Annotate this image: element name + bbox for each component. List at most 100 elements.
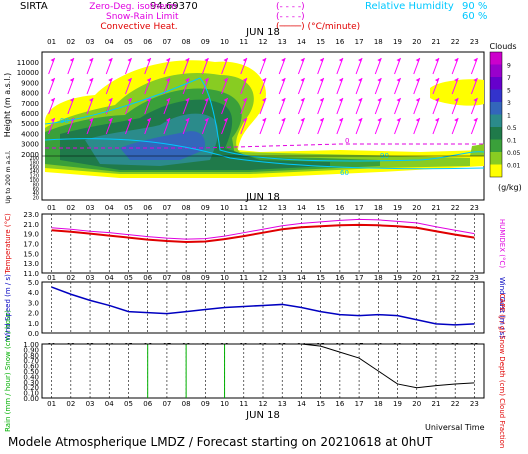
wind-arrowhead	[146, 98, 151, 102]
wind-arrowhead	[50, 118, 55, 122]
rain-hour-label: 07	[162, 400, 171, 408]
cloud-hour-label: 14	[297, 38, 306, 46]
temp-hour-label-bottom: 21	[431, 274, 440, 282]
rain-hour-label: 18	[374, 400, 383, 408]
colorbar-swatch	[490, 102, 502, 115]
wind-arrowhead	[165, 58, 170, 62]
rain-hour-label: 09	[201, 400, 210, 408]
temperature-panel: 23.0 21.0 19.0 17.015.0 13.0 11.0 Temperature …	[4, 211, 506, 282]
rh-contour-label: 90	[60, 117, 69, 125]
legend-left: Zero-Deg. isotherm (- - - -) Snow-Rain Lim…	[89, 2, 360, 32]
rain-hour-label: 15	[316, 400, 325, 408]
colorbar-swatch	[490, 77, 502, 90]
temp-y-label-right: HUMIDEX (°C)	[498, 219, 506, 268]
cloud-hour-label: 18	[374, 38, 383, 46]
wind-arrowhead	[108, 98, 113, 102]
wind-arrowhead	[473, 58, 478, 62]
wind-arrowhead	[338, 98, 343, 102]
legend-left-sample: (────) (°C/minute)	[276, 22, 360, 32]
rain-hour-label: 20	[412, 400, 421, 408]
legend-right-label: Relative Humidity	[365, 1, 454, 12]
temp-y-tick: 11.0	[23, 270, 39, 278]
series-temperature	[51, 223, 475, 244]
cloud-y-tick-low: 100	[29, 178, 39, 184]
temp-hour-label-bottom: 14	[297, 274, 306, 282]
rain-hour-label: 22	[451, 400, 460, 408]
temp-hour-label-bottom: 07	[162, 274, 171, 282]
temp-hour-label-bottom: 12	[259, 274, 268, 282]
wind-arrowhead	[358, 58, 363, 62]
rain-y-label-right: CAPE (J / g) Snow Depth (cm) Cloud Fract…	[498, 294, 506, 449]
zero-isotherm-label: 0	[345, 137, 349, 145]
wind-arrowhead	[377, 58, 382, 62]
temp-y-tick: 19.0	[23, 231, 39, 239]
rain-hour-label: 14	[297, 400, 306, 408]
wind-arrowhead	[127, 78, 132, 82]
cloud-hour-label: 15	[316, 38, 325, 46]
rain-y-tick: 0.30	[23, 379, 39, 387]
rain-hour-label: 11	[239, 400, 248, 408]
temp-hour-label-bottom: 11	[239, 274, 248, 282]
colorbar-swatch	[490, 64, 502, 77]
temp-hour-label-bottom: 20	[412, 274, 421, 282]
wind-arrowhead	[415, 58, 420, 62]
cloud-hour-label: 12	[259, 38, 268, 46]
colorbar-level: 1	[507, 113, 511, 120]
wind-arrowhead	[454, 78, 459, 82]
rh-contour-60	[44, 138, 485, 170]
cloud-hour-label: 04	[105, 38, 114, 46]
cloud-y-tick-low: 160	[29, 165, 39, 171]
wind-arrowhead	[396, 58, 401, 62]
cloud-hour-label: 09	[201, 204, 210, 212]
cloud-hour-label: 05	[124, 38, 133, 46]
cloud-contour	[120, 131, 206, 160]
wind-arrowhead	[300, 58, 305, 62]
rain-date-label-bottom: JUN 18	[245, 410, 280, 421]
temp-hour-label-bottom: 09	[201, 274, 210, 282]
cloud-hour-label: 10	[220, 38, 229, 46]
cloud-y-tick: 4000	[21, 130, 39, 138]
wind-arrowhead	[473, 78, 478, 82]
temp-hour-label-bottom: 22	[451, 274, 460, 282]
wind-arrowhead	[165, 98, 170, 102]
temp-hour-label-bottom: 02	[66, 274, 75, 282]
colorbar-title: Clouds	[489, 42, 516, 51]
cloud-contour	[430, 79, 484, 106]
wind-y-label-left: Wind Speed (m / s)	[4, 274, 12, 341]
temp-hour-label-bottom: 08	[182, 274, 191, 282]
cloud-y-tick: 7000	[21, 100, 39, 108]
cloud-y-tick: 10000	[17, 69, 39, 77]
cloud-y-tick-low: 120	[29, 174, 39, 180]
wind-arrowhead	[473, 98, 478, 102]
colorbar-unit: (g/kg)	[498, 183, 522, 192]
wind-arrowhead	[242, 78, 247, 82]
cloud-hour-label: 03	[86, 204, 95, 212]
temp-y-tick: 15.0	[23, 250, 39, 258]
temp-y-tick: 13.0	[23, 260, 39, 268]
wind-arrowhead	[434, 98, 439, 102]
wind-arrowhead	[415, 98, 420, 102]
wind-arrowhead	[473, 118, 478, 122]
wind-arrowhead	[89, 98, 94, 102]
cloud-y-tick: 6000	[21, 110, 39, 118]
cloud-hour-label: 20	[412, 38, 421, 46]
cloud-hour-label: 05	[124, 204, 133, 212]
wind-arrowhead	[204, 98, 209, 102]
legend-left-label: Convective Heat.	[100, 22, 177, 32]
wind-arrowhead	[281, 118, 286, 122]
wind-arrowhead	[396, 118, 401, 122]
wind-arrowhead	[223, 118, 228, 122]
cloud-date-label: JUN 18	[245, 27, 280, 38]
site-coords: 94.69370	[150, 1, 198, 12]
rain-hour-label: 13	[278, 400, 287, 408]
rain-y-tick: 0.40	[23, 373, 39, 381]
wind-arrowhead	[108, 78, 113, 82]
cloud-date-label-bottom: JUN 18	[245, 192, 280, 203]
temp-hour-label-bottom: 04	[105, 274, 114, 282]
wind-arrowhead	[377, 118, 382, 122]
colorbar-level: 9	[507, 63, 511, 70]
wind-arrowhead	[223, 98, 228, 102]
series-cloud-fraction	[51, 343, 475, 389]
wind-arrowhead	[127, 98, 132, 102]
